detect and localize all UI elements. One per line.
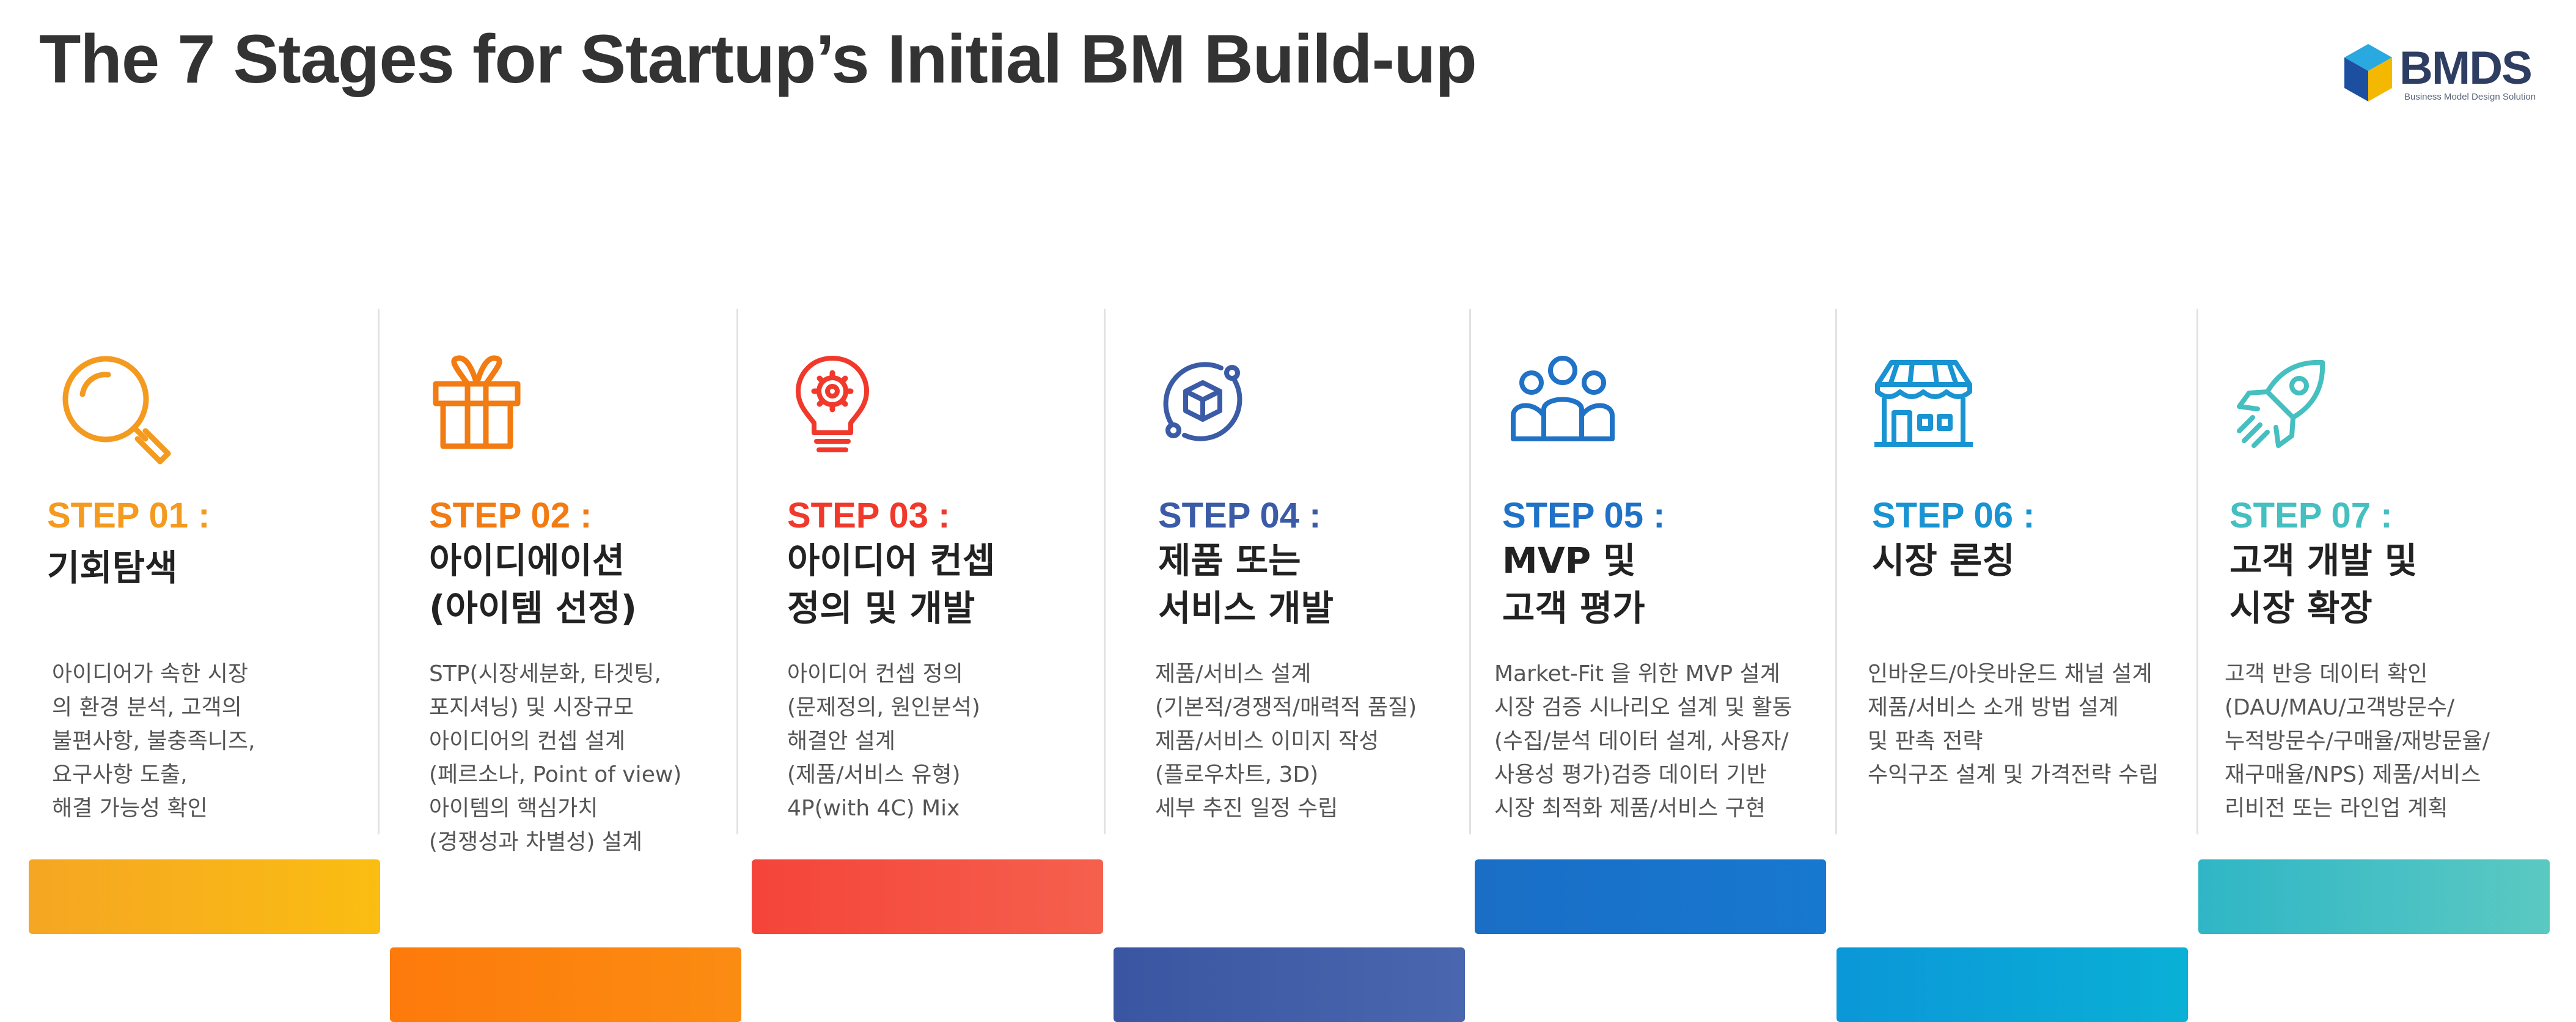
step-description: 아이디어 컨셉 정의 (문제정의, 원인분석) 해결안 설계 (제품/서비스 유형) 4… [787,661,980,821]
column-divider [1104,309,1106,834]
step-title: 제품 또는 서비스 개발 [1158,540,1334,629]
step-description: STP(시장세분화, 타겟팅, 포지셔닝) 및 시장규모 아이디어의 컨셉 설계 (페… [429,661,682,855]
step-label: STEP 06 : [1872,496,2035,535]
step-description: 아이디어가 속한 시장 의 환경 분석, 고객의 불편사항, 불충족니즈, 요구사항 … [52,661,255,821]
step-label: STEP 07 : [2229,496,2393,535]
logo-tagline: Business Model Design Solution [2404,92,2536,102]
step-description: Market-Fit 을 위한 MVP 설계 시장 검증 시나리오 설계 및 활동… [1494,661,1793,821]
bmds-logo: BMDS Business Model Design Solution [2341,42,2576,115]
step-label: STEP 05 : [1502,496,1665,535]
step-label: STEP 03 : [787,496,950,535]
step-title: 아이디에이션 (아이템 선정) [429,540,637,629]
step-description: 제품/서비스 설계 (기본적/경쟁적/매력적 품질) 제품/서비스 이미지 작성 (플… [1155,661,1417,821]
column-divider [1469,309,1471,834]
step-description: 인바운드/아웃바운드 채널 설계 제품/서비스 소개 방법 설계 및 판촉 전략 수익… [1868,661,2159,787]
step-title: 시장 론칭 [1872,540,2015,581]
step-label: STEP 01 : [47,496,210,535]
step-bar [1114,947,1465,1022]
step-bar [390,947,741,1022]
cube-logo-icon [2344,44,2392,101]
step-title: 아이디어 컨셉 정의 및 개발 [787,540,996,629]
gift-icon [433,355,521,449]
rocket-icon [2237,359,2325,448]
step-title: MVP 및 고객 평가 [1502,540,1645,629]
column-divider [2196,309,2198,834]
storefront-icon [1874,360,1973,447]
page-title: The 7 Stages for Startup’s Initial BM Bu… [39,21,1477,97]
column-divider [1835,309,1837,834]
people-icon [1511,356,1615,441]
column-divider [378,309,380,834]
step-bar [1837,947,2188,1022]
column-divider [736,309,738,834]
step-label: STEP 02 : [429,496,592,535]
lightbulb-gear-icon [796,356,869,452]
cube-cycle-icon [1163,362,1242,441]
step-title: 고객 개발 및 시장 확장 [2229,540,2418,629]
logo-wordmark: BMDS [2399,42,2533,94]
step-bar [2198,859,2550,934]
step-bar [29,859,380,934]
step-bar [1475,859,1826,934]
step-bar [752,859,1103,934]
step-description: 고객 반응 데이터 확인 (DAU/MAU/고객방문수/누적방문수/구매율/재방문… [2225,661,2490,821]
step-title: 기회탐색 [47,547,178,589]
magnifier-icon [62,356,171,465]
step-label: STEP 04 : [1158,496,1321,535]
